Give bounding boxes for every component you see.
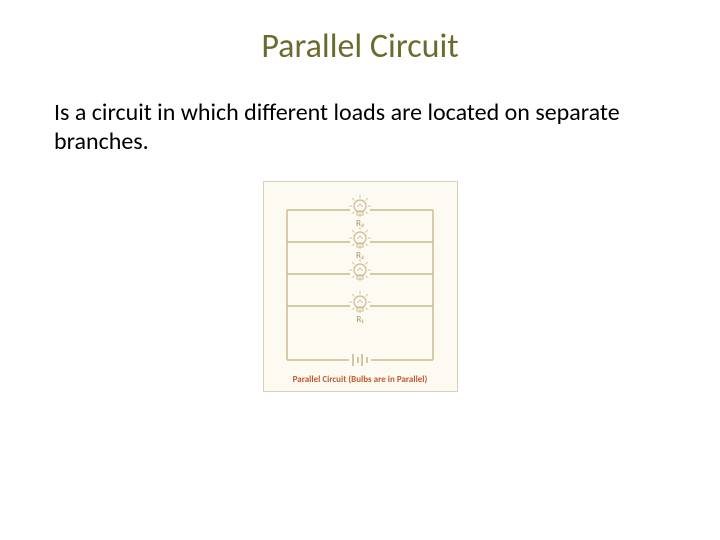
diagram-caption: Parallel Circuit (Bulbs are in Parallel) [293, 374, 428, 385]
circuit-svg: R₃R₂R₁ [275, 190, 445, 370]
body-text: Is a circuit in which different loads ar… [40, 99, 680, 157]
page-title: Parallel Circuit [40, 26, 680, 67]
circuit-diagram: R₃R₂R₁ Parallel Circuit (Bulbs are in Pa… [263, 181, 458, 392]
circuit-svg-wrap: R₃R₂R₁ [275, 190, 445, 370]
title-text: Parallel Circuit [261, 26, 458, 67]
svg-text:R₁: R₁ [356, 314, 364, 325]
diagram-container: R₃R₂R₁ Parallel Circuit (Bulbs are in Pa… [40, 181, 680, 392]
